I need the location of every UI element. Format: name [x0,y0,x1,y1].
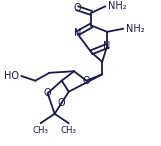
Text: CH₃: CH₃ [61,126,77,135]
Text: NH₂: NH₂ [108,1,127,11]
Text: O: O [44,88,51,98]
Text: O: O [83,76,90,86]
Text: NH₂: NH₂ [126,24,145,34]
Text: CH₃: CH₃ [33,126,49,135]
Text: N: N [74,28,81,38]
Text: O: O [73,3,81,13]
Text: N: N [103,41,111,51]
Text: HO: HO [5,71,19,81]
Text: O: O [58,98,66,108]
